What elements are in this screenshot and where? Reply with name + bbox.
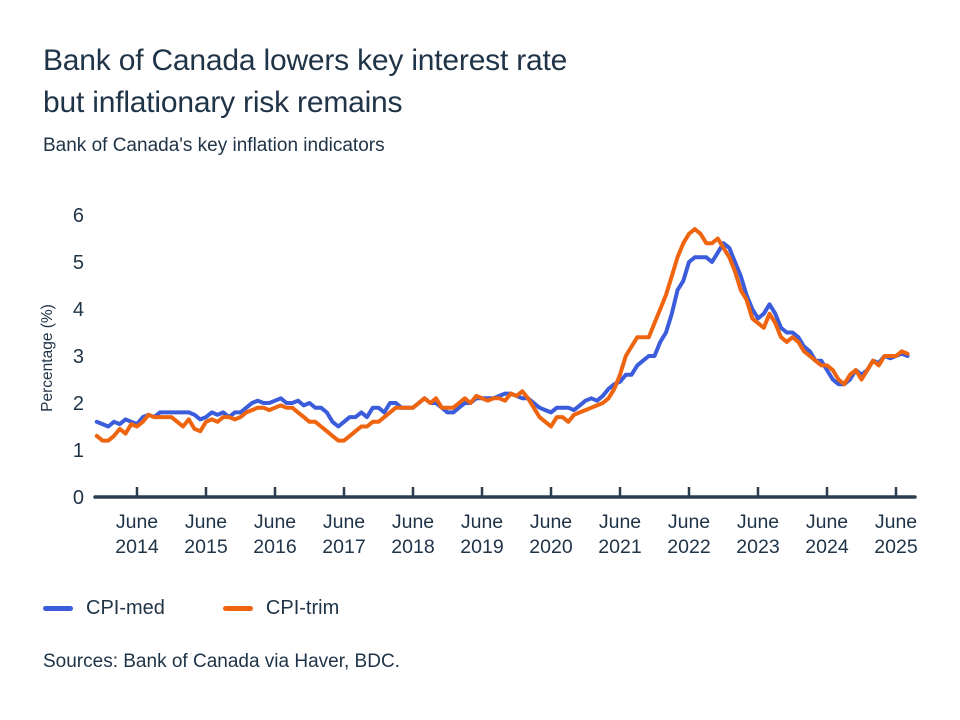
x-tick-label-year: 2015 <box>184 536 228 558</box>
x-tick-label-month: June <box>185 511 227 533</box>
x-tick-label-year: 2020 <box>529 536 573 558</box>
cpi-med-swatch <box>43 605 73 612</box>
x-tick-label-year: 2018 <box>391 536 434 558</box>
x-tick-label-month: June <box>461 511 503 533</box>
x-tick-label-year: 2024 <box>805 536 849 558</box>
y-tick-label: 1 <box>73 440 84 462</box>
x-tick-label-year: 2023 <box>736 536 779 558</box>
chart-area: June 2014 June 2015 June 2016 June 2017 June 2018… <box>0 190 960 575</box>
page-title: Bank of Canada lowers key interest rate … <box>43 40 567 124</box>
x-tick-label-year: 2016 <box>253 536 296 558</box>
cpi-trim-label: CPI-trim <box>265 597 340 619</box>
x-tick-label-month: June <box>392 511 434 533</box>
y-tick-label: 2 <box>73 393 84 415</box>
legend-item-cpi-med: CPI-med <box>43 597 165 620</box>
y-axis-label: Percentage (%) <box>39 304 56 412</box>
y-tick-label: 6 <box>73 205 84 227</box>
chart-subtitle: Bank of Canada's key inflation indicator… <box>43 135 385 156</box>
cpi-trim-swatch <box>222 605 253 612</box>
chart-legend: CPI-med CPI-trim <box>43 597 339 620</box>
x-tick-label-month: June <box>116 511 158 533</box>
x-tick-label-month: June <box>254 511 296 533</box>
x-tick-label-month: June <box>599 511 641 533</box>
x-tick-label-month: June <box>806 511 848 533</box>
y-tick-label: 5 <box>73 252 84 274</box>
y-tick-label: 3 <box>73 346 84 368</box>
x-tick-label-year: 2014 <box>115 536 159 558</box>
source-note: Sources: Bank of Canada via Haver, BDC. <box>43 651 400 672</box>
x-tick-label-month: June <box>323 511 365 533</box>
page-title-line2: but inflationary risk remains <box>43 86 403 119</box>
page-title-line1: Bank of Canada lowers key interest rate <box>43 44 568 77</box>
legend-item-cpi-trim: CPI-trim <box>222 597 340 620</box>
x-tick-label-year: 2022 <box>667 536 710 558</box>
x-tick-label-month: June <box>875 511 917 533</box>
x-tick-label-year: 2025 <box>874 536 918 558</box>
x-tick-label-year: 2017 <box>322 536 365 558</box>
y-tick-label: 4 <box>73 299 84 321</box>
cpi-med-label: CPI-med <box>86 597 165 619</box>
x-tick-label-month: June <box>530 511 572 533</box>
x-tick-label-month: June <box>737 511 779 533</box>
x-tick-label-month: June <box>668 511 710 533</box>
cpi-med-line <box>94 241 910 429</box>
x-tick-label-year: 2021 <box>598 536 641 558</box>
line-chart: June2014June2015June2016June2017June2018… <box>39 205 918 558</box>
y-tick-label: 0 <box>73 487 84 509</box>
x-tick-label-year: 2019 <box>460 536 503 558</box>
cpi-trim-line <box>94 227 910 443</box>
